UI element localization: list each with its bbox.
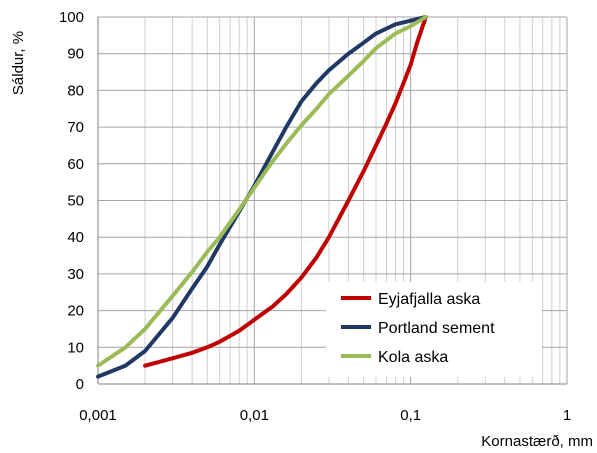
y-tick-label: 70 xyxy=(67,119,84,136)
y-tick-label: 20 xyxy=(67,303,84,320)
legend-label-portland-sement: Portland sement xyxy=(378,320,495,337)
y-tick-label: 40 xyxy=(67,229,84,246)
x-tick-label: 1 xyxy=(563,407,571,424)
legend-label-eyjafjalla-aska: Eyjafjalla aska xyxy=(378,291,480,308)
series-layer xyxy=(96,15,428,379)
legend: Eyjafjalla aska Portland sement Kola ask… xyxy=(326,282,542,377)
y-tick-label: 10 xyxy=(67,339,84,356)
axes-layer xyxy=(97,17,567,385)
x-axis-title: Kornastærð, mm xyxy=(481,433,593,450)
y-tick-label: 50 xyxy=(67,193,84,210)
y-tick-label: 30 xyxy=(67,266,84,283)
y-tick-label: 80 xyxy=(67,82,84,99)
y-tick-label: 60 xyxy=(67,156,84,173)
x-tick-label: 0,001 xyxy=(79,407,117,424)
y-tick-label: 90 xyxy=(67,46,84,63)
y-tick-label: 0 xyxy=(76,376,84,393)
legend-label-kola-aska: Kola aska xyxy=(378,349,448,366)
x-tick-label: 0,1 xyxy=(400,407,421,424)
y-tick-label: 100 xyxy=(59,9,84,26)
y-axis-title: Sáldur, % xyxy=(10,31,27,95)
series-line-2 xyxy=(96,15,428,368)
ticks-layer: 0 10 20 30 40 50 60 70 80 90 100 0,001 0,01 0,1 1 xyxy=(59,9,571,424)
series-line-1 xyxy=(96,15,428,379)
series-line-0 xyxy=(143,15,428,368)
x-tick-label: 0,01 xyxy=(240,407,269,424)
